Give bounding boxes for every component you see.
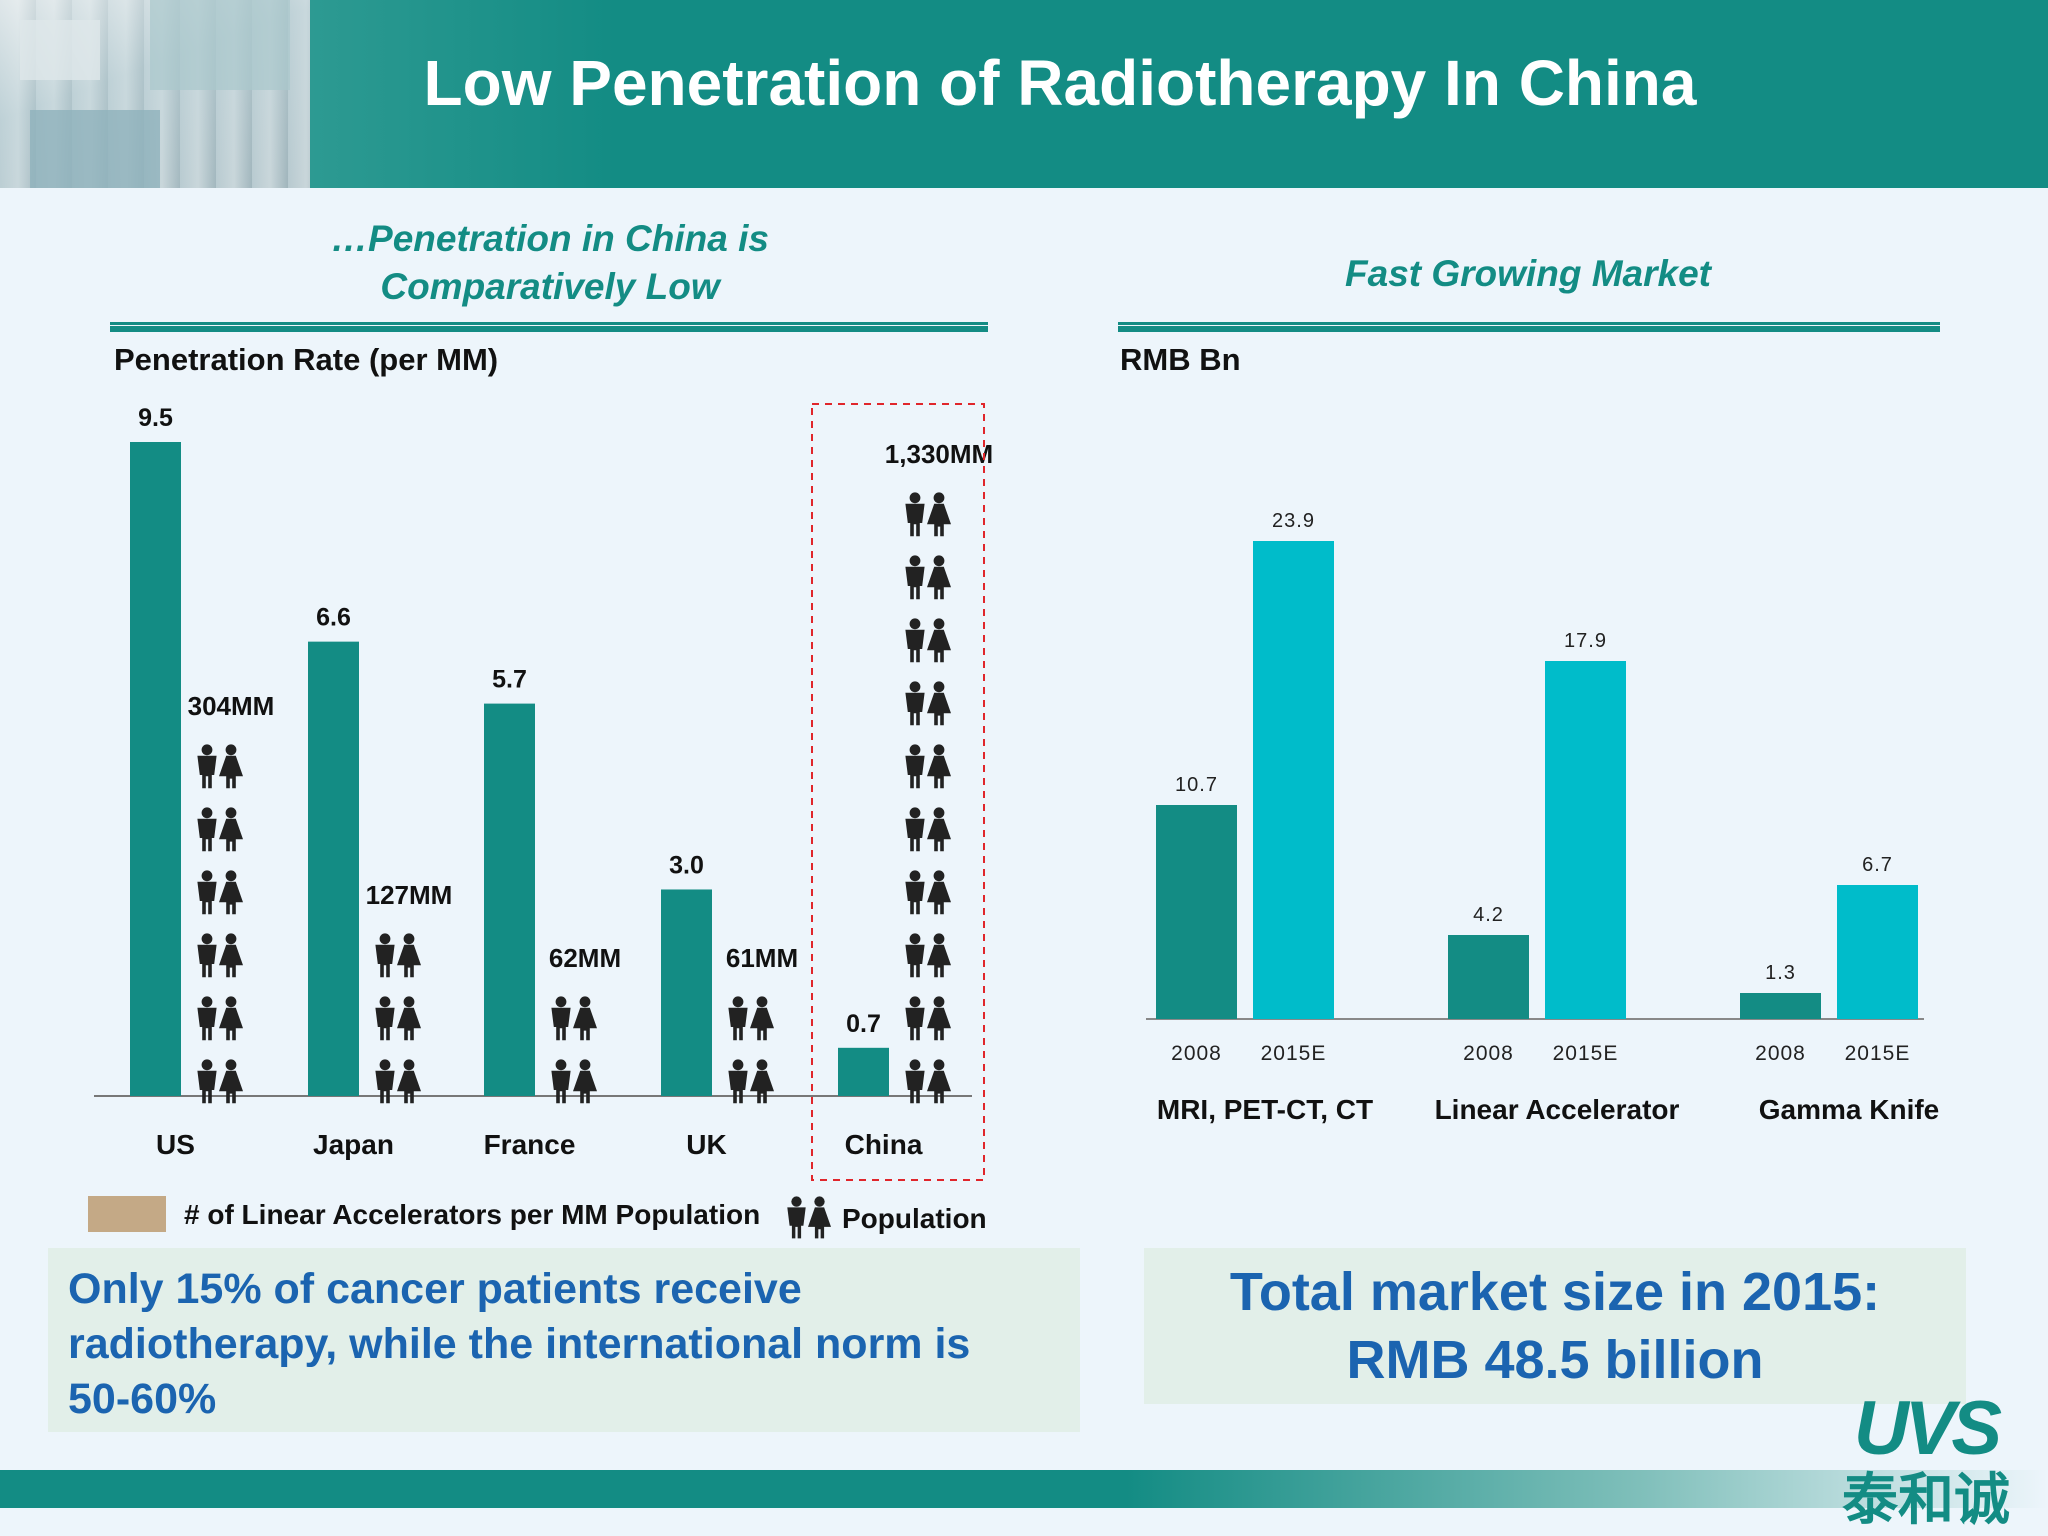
bar-penetration-china — [838, 1047, 889, 1096]
photo-detail — [20, 20, 100, 80]
value-label: 9.5 — [138, 404, 173, 432]
people-pair-icon — [551, 996, 597, 1041]
callout-right-line2: RMB 48.5 billion — [1346, 1330, 1764, 1390]
people-pair-icon — [197, 807, 243, 852]
category-label: MRI, PET-CT, CT — [1157, 1094, 1373, 1125]
people-pair-icon — [197, 744, 243, 789]
bar-market-2008 — [1740, 993, 1821, 1019]
bar-market-2015e — [1545, 661, 1626, 1019]
callout-market-size: Total market size in 2015: RMB 48.5 bill… — [1144, 1248, 1966, 1404]
value-label: 17.9 — [1564, 630, 1607, 652]
bar-market-2015e — [1253, 541, 1334, 1019]
left-axis-title: Penetration Rate (per MM) — [114, 342, 499, 377]
people-pair-icon — [375, 996, 421, 1041]
population-label: 304MM — [188, 691, 275, 721]
callout-left-line2: radiotherapy, while the international no… — [68, 1320, 971, 1368]
people-pair-icon — [905, 996, 951, 1041]
callout-left-line3: 50-60% — [68, 1375, 217, 1423]
people-pair-icon — [905, 681, 951, 726]
year-tick-label: 2015E — [1261, 1042, 1327, 1065]
year-tick-label: 2015E — [1553, 1042, 1619, 1065]
population-label: 62MM — [549, 943, 621, 973]
header-photo — [0, 0, 310, 188]
bar-penetration-us — [130, 442, 181, 1096]
year-tick-label: 2008 — [1171, 1042, 1222, 1065]
photo-detail — [30, 110, 160, 188]
left-heading-line2: Comparatively Low — [380, 266, 720, 307]
people-pair-icon — [905, 807, 951, 852]
people-pair-icon — [905, 555, 951, 600]
legend-label-population: Population — [842, 1203, 987, 1234]
value-label: 0.7 — [846, 1010, 881, 1038]
left-heading-line1: …Penetration in China is — [331, 218, 769, 259]
value-label: 10.7 — [1175, 774, 1218, 796]
category-label: Gamma Knife — [1759, 1094, 1940, 1125]
value-label: 4.2 — [1473, 904, 1504, 926]
value-label: 6.7 — [1862, 854, 1893, 876]
photo-detail — [150, 0, 290, 90]
year-tick-label: 2015E — [1845, 1042, 1911, 1065]
callout-right-line1: Total market size in 2015: — [1229, 1262, 1881, 1322]
callout-left-line1: Only 15% of cancer patients receive — [68, 1265, 802, 1313]
company-logo: UVS 泰和诚 — [1836, 1390, 2016, 1532]
people-pair-icon — [197, 996, 243, 1041]
logo-latin: UVS — [1853, 1386, 2002, 1471]
legend-swatch-linear-accelerators — [88, 1196, 166, 1232]
bar-market-2015e — [1837, 885, 1918, 1019]
people-pair-icon — [197, 933, 243, 978]
category-label: US — [156, 1129, 195, 1160]
people-pair-icon — [905, 492, 951, 537]
people-pair-icon — [905, 870, 951, 915]
year-tick-label: 2008 — [1463, 1042, 1514, 1065]
people-pair-icon — [905, 744, 951, 789]
logo-chinese: 泰和诚 — [1842, 1468, 2010, 1531]
year-tick-label: 2008 — [1755, 1042, 1806, 1065]
category-label: UK — [686, 1129, 726, 1160]
population-label: 127MM — [366, 880, 453, 910]
value-label: 3.0 — [669, 851, 704, 879]
category-label: Japan — [313, 1129, 394, 1160]
population-label: 61MM — [726, 943, 798, 973]
left-heading: …Penetration in China is Comparatively L… — [110, 215, 990, 311]
category-label: Linear Accelerator — [1435, 1094, 1680, 1125]
people-pair-icon — [728, 996, 774, 1041]
people-pair-icon — [375, 933, 421, 978]
people-pair-icon — [905, 618, 951, 663]
bar-penetration-france — [484, 703, 535, 1096]
bar-market-2008 — [1156, 805, 1237, 1019]
bar-market-2008 — [1448, 935, 1529, 1019]
right-axis-title: RMB Bn — [1120, 342, 1241, 377]
bar-penetration-uk — [661, 889, 712, 1096]
value-label: 6.6 — [316, 604, 351, 632]
right-heading: Fast Growing Market — [1345, 253, 1711, 294]
header-banner: Low Penetration of Radiotherapy In China — [0, 0, 2048, 188]
people-pair-icon — [197, 870, 243, 915]
bar-penetration-japan — [308, 641, 359, 1096]
right-heading-rule — [1118, 322, 1940, 332]
china-highlight-box — [811, 403, 985, 1181]
value-label: 23.9 — [1272, 510, 1315, 532]
value-label: 5.7 — [492, 666, 527, 694]
page-title: Low Penetration of Radiotherapy In China — [423, 47, 1697, 119]
footer-bar — [0, 1470, 2048, 1508]
left-heading-rule — [110, 322, 988, 332]
callout-radiotherapy-share: Only 15% of cancer patients receive radi… — [48, 1248, 1080, 1432]
category-label: France — [484, 1129, 576, 1160]
people-pair-icon — [787, 1196, 831, 1239]
people-pair-icon — [905, 933, 951, 978]
legend-label-linear-accelerators: # of Linear Accelerators per MM Populati… — [184, 1199, 761, 1230]
population-label: 1,330MM — [885, 439, 993, 469]
category-label: China — [845, 1129, 923, 1160]
value-label: 1.3 — [1765, 962, 1796, 984]
